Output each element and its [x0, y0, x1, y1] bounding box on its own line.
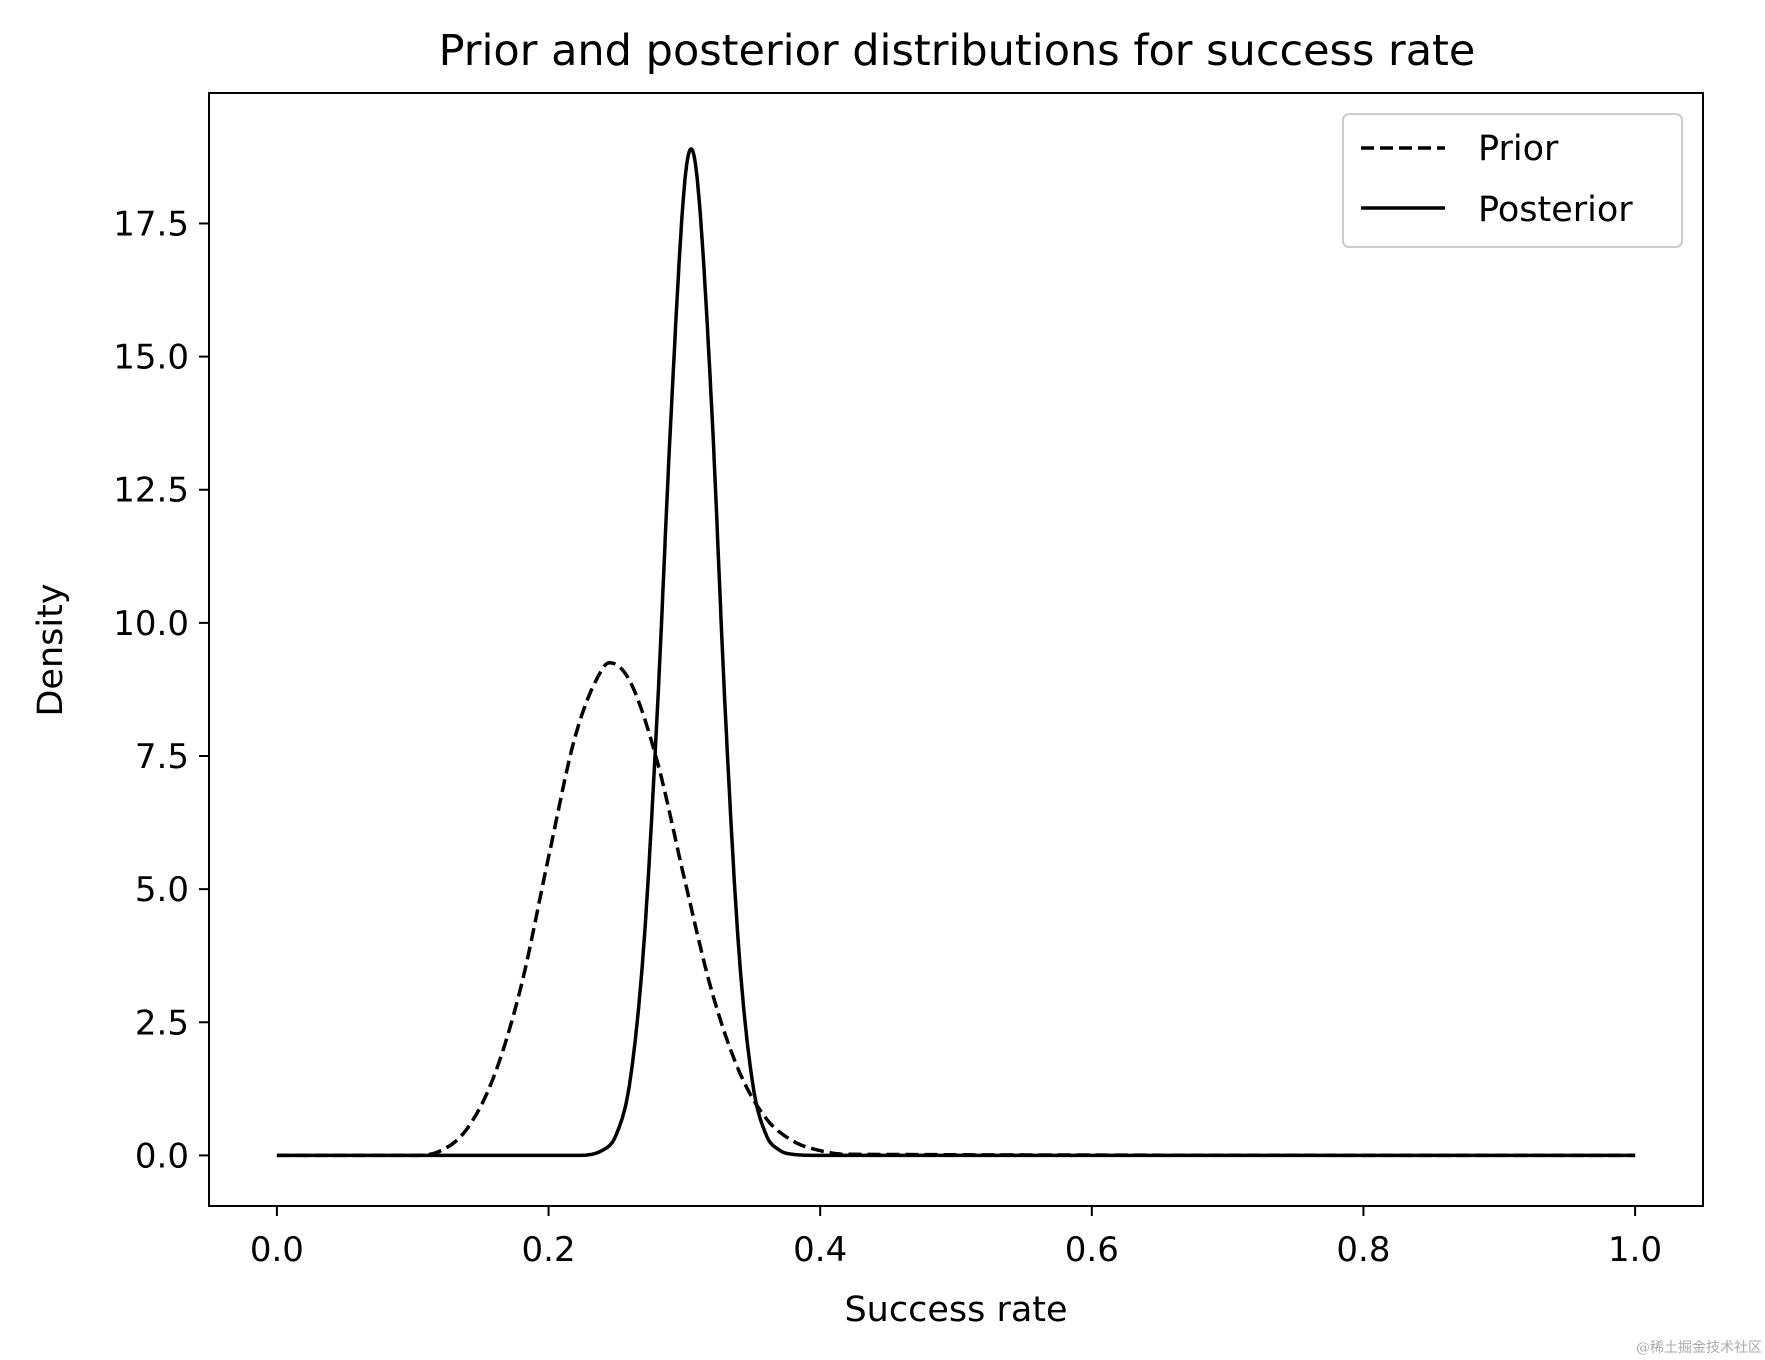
x-tick-label: 0.6 [1065, 1230, 1119, 1270]
watermark: @稀土掘金技术社区 [1636, 1340, 1762, 1356]
y-tick-label: 17.5 [113, 204, 189, 244]
legend: Prior Posterior [1342, 113, 1683, 248]
plot-frame [208, 92, 1704, 1207]
series-line-prior [276, 661, 1636, 1158]
chart-title: Prior and posterior distributions for su… [439, 26, 1476, 76]
y-axis: 0.0 2.5 5.0 7.5 10.0 12.5 15.0 17.5 [113, 204, 209, 1176]
x-axis-title: Success rate [844, 1290, 1067, 1330]
series-lines [276, 147, 1636, 1158]
legend-posterior-label: Posterior [1478, 190, 1633, 230]
y-tick-label: 15.0 [113, 338, 189, 378]
y-tick-label: 0.0 [135, 1136, 189, 1176]
x-axis: 0.0 0.2 0.4 0.6 0.8 1.0 [250, 1206, 1662, 1270]
x-tick-label: 0.0 [250, 1230, 304, 1270]
x-tick-label: 1.0 [1608, 1230, 1662, 1270]
y-tick-label: 2.5 [135, 1003, 189, 1043]
y-tick-label: 10.0 [113, 604, 189, 644]
y-axis-title: Density [31, 583, 71, 716]
series-line-posterior [276, 147, 1636, 1158]
y-tick-label: 7.5 [135, 737, 189, 777]
x-tick-label: 0.8 [1336, 1230, 1390, 1270]
legend-prior-label: Prior [1478, 129, 1559, 169]
y-tick-label: 5.0 [135, 870, 189, 910]
x-tick-label: 0.2 [522, 1230, 576, 1270]
x-tick-label: 0.4 [793, 1230, 847, 1270]
y-tick-label: 12.5 [113, 471, 189, 511]
